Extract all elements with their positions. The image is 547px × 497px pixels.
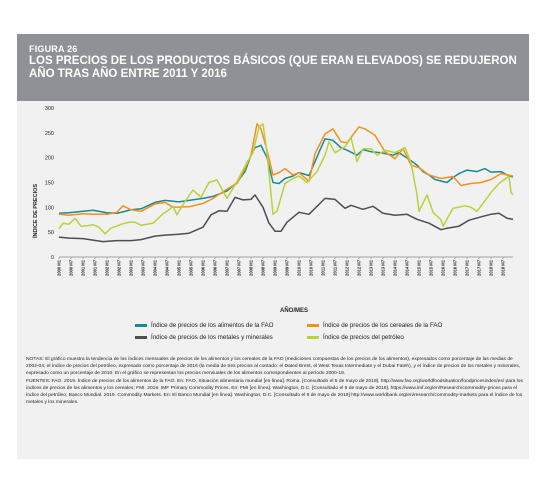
legend-swatch-food	[135, 324, 147, 327]
figure-panel: FIGURA 26 LOS PRECIOS DE LOS PRODUCTOS B…	[17, 34, 529, 459]
sources-text: FUENTES: FAO. 2019. Índice de precios de…	[26, 378, 523, 406]
x-tick-label: 2018 M1	[489, 259, 494, 276]
y-tick-label: 200	[45, 156, 54, 162]
x-tick-label: 2013 M1	[369, 259, 374, 276]
figure-number: FIGURA 26	[29, 44, 78, 54]
x-tick-label: 2018 M7	[501, 259, 506, 276]
series-lines	[58, 123, 514, 243]
x-tick-label: 2011 M1	[321, 259, 326, 275]
x-tick-label: 2012 M1	[345, 259, 350, 276]
legend-label-food: Índice de precios de los alimentos de la…	[151, 322, 274, 329]
y-axis: 0 50 100 150 200 250 300	[45, 106, 513, 261]
series-line-oil	[58, 123, 514, 235]
x-tick-label: 2016 M1	[441, 259, 446, 276]
legend-label-cereals: Índice de precios de los cereales de la …	[323, 322, 443, 329]
x-tick-label: 2003 M1	[129, 259, 134, 276]
x-tick-label: 2015 M1	[417, 259, 422, 276]
x-tick-label: 2013 M7	[381, 259, 386, 276]
x-tick-label: 2007 M1	[225, 259, 230, 276]
y-tick-label: 0	[51, 255, 54, 261]
x-tick-label: 2010 M7	[309, 259, 314, 276]
y-axis-label: ÍNDICE DE PRECIOS	[31, 184, 39, 238]
series-line-metals	[58, 194, 514, 243]
series-line-cereals	[58, 123, 514, 217]
x-tick-label: 2009 M7	[285, 259, 290, 276]
x-tick-label: 2005 M1	[177, 259, 182, 276]
x-tick-label: 2010 M1	[297, 259, 302, 276]
y-tick-label: 50	[48, 230, 54, 236]
x-tick-label: 2001 M7	[93, 259, 98, 276]
x-tick-label: 2000 M7	[69, 259, 74, 276]
x-tick-label: 2009 M1	[273, 259, 278, 276]
x-tick-label: 2014 M1	[393, 259, 398, 276]
x-axis-label: AÑO/MES	[280, 307, 308, 314]
x-tick-label: 2008 M1	[249, 259, 254, 276]
figure-header: FIGURA 26 LOS PRECIOS DE LOS PRODUCTOS B…	[17, 34, 529, 101]
legend-item-food: Índice de precios de los alimentos de la…	[135, 322, 273, 329]
x-tick-label: 2002 M1	[105, 259, 110, 276]
legend-label-metals: Índice de precios de los metales y miner…	[151, 334, 273, 341]
x-tick-label: 2017 M7	[477, 259, 482, 276]
x-tick-label: 2004 M7	[165, 259, 170, 276]
x-tick-label: 2006 M7	[213, 259, 218, 276]
x-tick-label: 2002 M7	[117, 259, 122, 276]
x-tick-label: 2016 M7	[453, 259, 458, 276]
figure-notes: NOTAS: El gráfico muestra la tendencia d…	[26, 356, 524, 406]
x-tick-label: 2008 M7	[261, 259, 266, 276]
notes-text: NOTAS: El gráfico muestra la tendencia d…	[26, 357, 521, 377]
series-line-food	[58, 138, 514, 215]
x-tick-label: 2011 M7	[333, 259, 338, 275]
legend-item-metals: Índice de precios de los metales y miner…	[135, 334, 273, 341]
legend-item-cereals: Índice de precios de los cereales de la …	[307, 322, 442, 329]
legend-swatch-metals	[135, 336, 147, 339]
legend-swatch-oil	[307, 336, 319, 339]
x-tick-label: 2006 M1	[201, 259, 206, 276]
x-tick-label: 2005 M7	[189, 259, 194, 276]
figure-title: LOS PRECIOS DE LOS PRODUCTOS BÁSICOS (QU…	[29, 55, 517, 80]
x-tick-label: 2015 M7	[429, 259, 434, 276]
x-axis: 2000 M1 2000 M7 2001 M1 2001 M7 2002 M1 2002 …	[57, 257, 506, 276]
line-chart: 0 50 100 150 200 250 300 2000 M1 2000 M7 2001 M1…	[31, 106, 514, 314]
y-tick-label: 300	[45, 106, 54, 112]
legend-item-oil: Índice de precios del petróleo	[307, 334, 404, 341]
x-tick-label: 2014 M7	[405, 259, 410, 276]
x-tick-label: 2017 M1	[465, 259, 470, 276]
chart-legend: Índice de precios de los alimentos de la…	[17, 317, 529, 347]
y-tick-label: 100	[45, 205, 54, 211]
x-tick-label: 2004 M1	[153, 259, 158, 276]
x-tick-label: 2007 M7	[237, 259, 242, 276]
legend-swatch-cereals	[307, 324, 319, 327]
x-tick-label: 2001 M1	[81, 259, 86, 276]
y-tick-label: 150	[45, 181, 54, 187]
x-tick-label: 2000 M1	[57, 259, 62, 276]
legend-label-oil: Índice de precios del petróleo	[323, 334, 404, 341]
x-tick-label: 2012 M7	[357, 259, 362, 276]
y-tick-label: 250	[45, 131, 54, 137]
x-tick-label: 2003 M7	[141, 259, 146, 276]
